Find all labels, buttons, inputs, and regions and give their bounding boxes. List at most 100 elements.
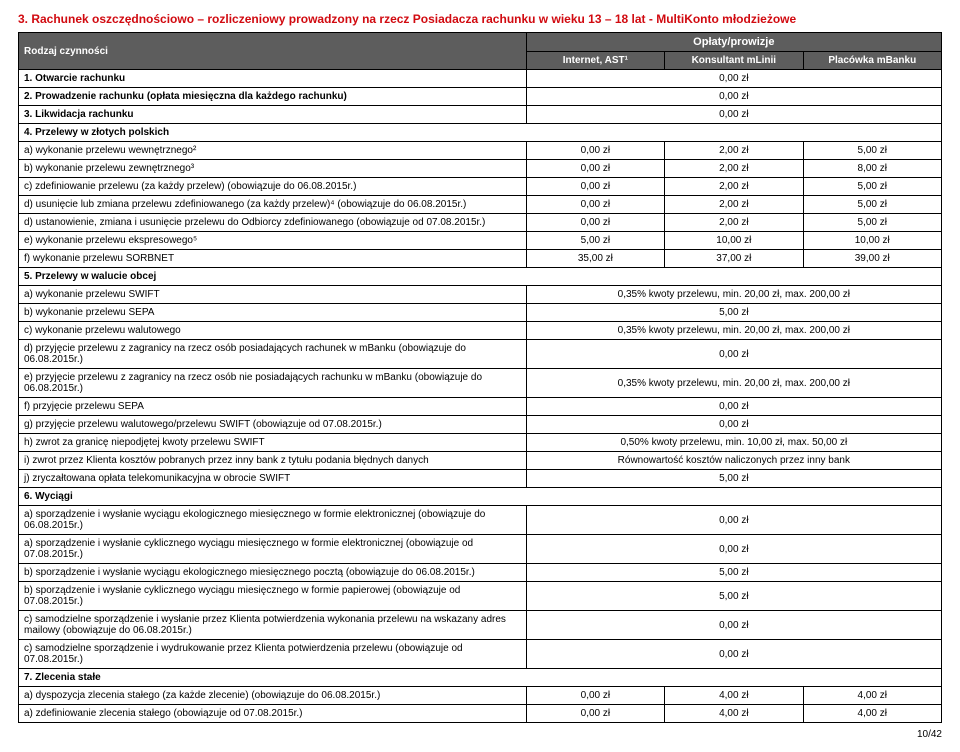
section-label: 4. Przelewy w złotych polskich — [19, 124, 942, 142]
row-label: c) samodzielne sporządzenie i wydrukowan… — [19, 640, 527, 669]
table-row: a) sporządzenie i wysłanie wyciągu ekolo… — [19, 506, 942, 535]
row-label: b) sporządzenie i wysłanie cyklicznego w… — [19, 582, 527, 611]
row-label: b) wykonanie przelewu SEPA — [19, 304, 527, 322]
row-value: 5,00 zł — [526, 304, 941, 322]
row-value: 39,00 zł — [803, 250, 941, 268]
row-value: 4,00 zł — [665, 705, 803, 723]
row-value: 0,00 zł — [526, 535, 941, 564]
row-value: 5,00 zł — [803, 214, 941, 232]
table-row: b) sporządzenie i wysłanie cyklicznego w… — [19, 582, 942, 611]
section-label: 6. Wyciągi — [19, 488, 942, 506]
table-row: e) wykonanie przelewu ekspresowego⁵5,00 … — [19, 232, 942, 250]
table-row: d) przyjęcie przelewu z zagranicy na rze… — [19, 340, 942, 369]
row-value: 2,00 zł — [665, 142, 803, 160]
table-row: c) wykonanie przelewu walutowego0,35% kw… — [19, 322, 942, 340]
table-row: c) samodzielne sporządzenie i wydrukowan… — [19, 640, 942, 669]
row-value: 5,00 zł — [803, 178, 941, 196]
table-row: 1. Otwarcie rachunku0,00 zł — [19, 70, 942, 88]
row-value: 2,00 zł — [665, 196, 803, 214]
row-value: 0,00 zł — [526, 178, 664, 196]
row-value: 35,00 zł — [526, 250, 664, 268]
th-fees: Opłaty/prowizje — [526, 33, 941, 52]
row-label: h) zwrot za granicę niepodjętej kwoty pr… — [19, 434, 527, 452]
table-row: i) zwrot przez Klienta kosztów pobranych… — [19, 452, 942, 470]
row-value: 0,00 zł — [526, 142, 664, 160]
row-label: 1. Otwarcie rachunku — [19, 70, 527, 88]
table-row: d) usunięcie lub zmiana przelewu zdefini… — [19, 196, 942, 214]
table-row: j) zryczałtowana opłata telekomunikacyjn… — [19, 470, 942, 488]
row-value: 2,00 zł — [665, 214, 803, 232]
row-value: 0,00 zł — [526, 160, 664, 178]
table-row: b) wykonanie przelewu SEPA5,00 zł — [19, 304, 942, 322]
table-row: 7. Zlecenia stałe — [19, 669, 942, 687]
table-row: d) ustanowienie, zmiana i usunięcie prze… — [19, 214, 942, 232]
row-value: 0,00 zł — [526, 214, 664, 232]
table-row: b) sporządzenie i wysłanie wyciągu ekolo… — [19, 564, 942, 582]
table-row: a) wykonanie przelewu wewnętrznego²0,00 … — [19, 142, 942, 160]
row-value: 4,00 zł — [803, 705, 941, 723]
row-value: 0,00 zł — [526, 196, 664, 214]
row-value: 0,00 zł — [526, 340, 941, 369]
table-row: a) wykonanie przelewu SWIFT0,35% kwoty p… — [19, 286, 942, 304]
table-row: f) przyjęcie przelewu SEPA0,00 zł — [19, 398, 942, 416]
fee-table: Rodzaj czynności Opłaty/prowizje Interne… — [18, 32, 942, 723]
table-row: 4. Przelewy w złotych polskich — [19, 124, 942, 142]
row-label: c) wykonanie przelewu walutowego — [19, 322, 527, 340]
row-value: 2,00 zł — [665, 178, 803, 196]
row-label: a) wykonanie przelewu SWIFT — [19, 286, 527, 304]
row-label: c) zdefiniowanie przelewu (za każdy prze… — [19, 178, 527, 196]
table-row: 3. Likwidacja rachunku0,00 zł — [19, 106, 942, 124]
row-value: 10,00 zł — [665, 232, 803, 250]
row-label: a) zdefiniowanie zlecenia stałego (obowi… — [19, 705, 527, 723]
section-label: 5. Przelewy w walucie obcej — [19, 268, 942, 286]
row-label: a) wykonanie przelewu wewnętrznego² — [19, 142, 527, 160]
table-row: a) dyspozycja zlecenia stałego (za każde… — [19, 687, 942, 705]
row-value: 4,00 zł — [665, 687, 803, 705]
row-label: d) przyjęcie przelewu z zagranicy na rze… — [19, 340, 527, 369]
row-value: 0,00 zł — [526, 88, 941, 106]
table-row: h) zwrot za granicę niepodjętej kwoty pr… — [19, 434, 942, 452]
table-row: 6. Wyciągi — [19, 488, 942, 506]
row-value: 37,00 zł — [665, 250, 803, 268]
row-value: 0,00 zł — [526, 611, 941, 640]
row-label: f) wykonanie przelewu SORBNET — [19, 250, 527, 268]
row-value: 8,00 zł — [803, 160, 941, 178]
table-row: f) wykonanie przelewu SORBNET35,00 zł37,… — [19, 250, 942, 268]
page-number: 10/42 — [18, 729, 942, 740]
table-row: 5. Przelewy w walucie obcej — [19, 268, 942, 286]
row-label: f) przyjęcie przelewu SEPA — [19, 398, 527, 416]
row-value: 0,00 zł — [526, 70, 941, 88]
row-label: g) przyjęcie przelewu walutowego/przelew… — [19, 416, 527, 434]
th-consultant: Konsultant mLinii — [665, 52, 803, 70]
th-activity: Rodzaj czynności — [19, 33, 527, 70]
row-value: 0,00 zł — [526, 416, 941, 434]
row-value: 10,00 zł — [803, 232, 941, 250]
row-value: 0,35% kwoty przelewu, min. 20,00 zł, max… — [526, 369, 941, 398]
row-value: 4,00 zł — [803, 687, 941, 705]
table-row: c) samodzielne sporządzenie i wysłanie p… — [19, 611, 942, 640]
row-label: a) sporządzenie i wysłanie wyciągu ekolo… — [19, 506, 527, 535]
row-label: a) dyspozycja zlecenia stałego (za każde… — [19, 687, 527, 705]
section-label: 7. Zlecenia stałe — [19, 669, 942, 687]
row-value: 0,00 zł — [526, 640, 941, 669]
th-branch: Placówka mBanku — [803, 52, 941, 70]
table-row: a) zdefiniowanie zlecenia stałego (obowi… — [19, 705, 942, 723]
row-value: 5,00 zł — [526, 232, 664, 250]
row-label: a) sporządzenie i wysłanie cyklicznego w… — [19, 535, 527, 564]
row-value: 5,00 zł — [526, 564, 941, 582]
row-value: 5,00 zł — [526, 582, 941, 611]
row-value: 5,00 zł — [803, 142, 941, 160]
table-row: b) wykonanie przelewu zewnętrznego³0,00 … — [19, 160, 942, 178]
row-value: 2,00 zł — [665, 160, 803, 178]
table-row: 2. Prowadzenie rachunku (opłata miesięcz… — [19, 88, 942, 106]
row-value: 0,00 zł — [526, 687, 664, 705]
row-label: e) wykonanie przelewu ekspresowego⁵ — [19, 232, 527, 250]
th-internet: Internet, AST¹ — [526, 52, 664, 70]
row-label: 2. Prowadzenie rachunku (opłata miesięcz… — [19, 88, 527, 106]
row-value: Równowartość kosztów naliczonych przez i… — [526, 452, 941, 470]
row-value: 0,35% kwoty przelewu, min. 20,00 zł, max… — [526, 286, 941, 304]
row-value: 5,00 zł — [526, 470, 941, 488]
row-value: 0,00 zł — [526, 106, 941, 124]
row-label: d) ustanowienie, zmiana i usunięcie prze… — [19, 214, 527, 232]
row-value: 5,00 zł — [803, 196, 941, 214]
